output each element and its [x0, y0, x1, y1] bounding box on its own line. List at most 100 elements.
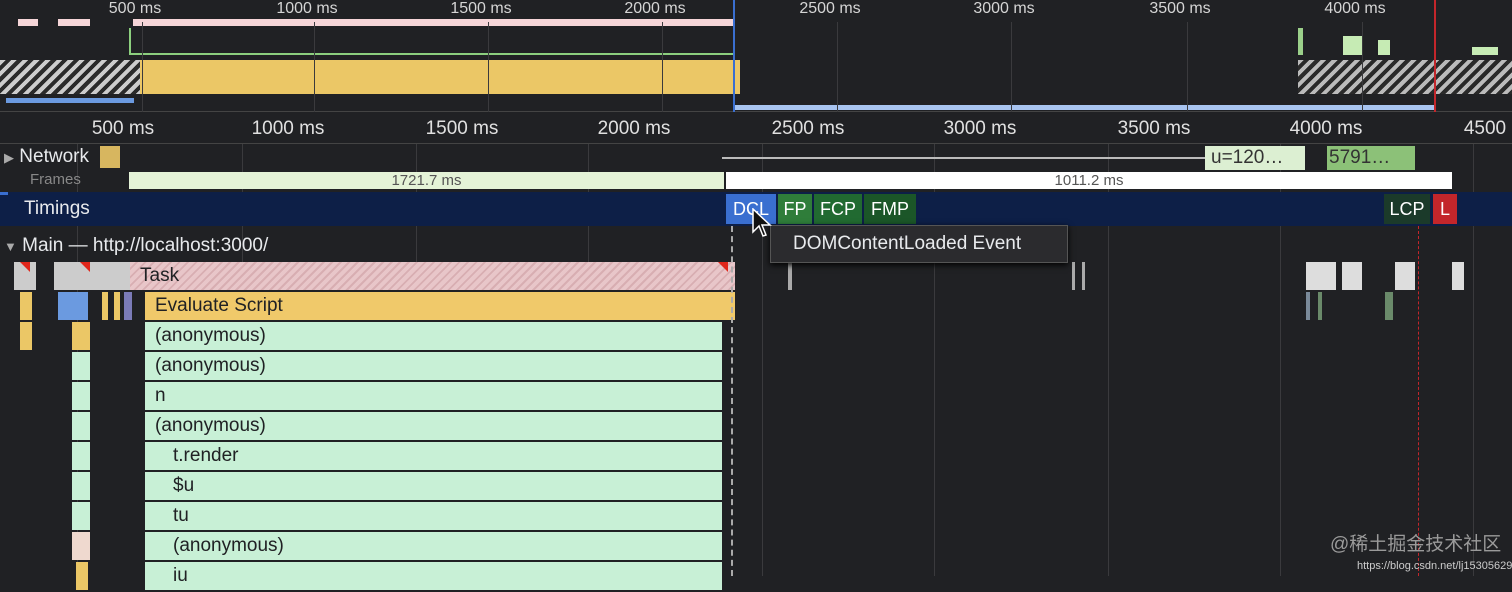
lcp-marker — [1434, 0, 1436, 112]
network-request[interactable]: 5791… — [1327, 146, 1415, 170]
mouse-cursor-icon — [752, 208, 772, 237]
function-bar[interactable]: t.render — [145, 442, 722, 472]
flame-slice[interactable] — [72, 532, 90, 560]
flame-slice[interactable] — [1452, 262, 1464, 290]
gridline — [934, 144, 935, 576]
overview-green-mark — [1298, 28, 1303, 55]
frames-label: Frames — [30, 171, 81, 188]
flame-slice[interactable] — [72, 412, 90, 440]
flame-slice[interactable] — [1342, 262, 1362, 290]
flame-slice[interactable] — [20, 292, 32, 320]
selection-marker[interactable] — [733, 0, 735, 112]
ruler-tick: 3500 ms — [1117, 118, 1191, 139]
function-bar[interactable]: (anonymous) — [145, 412, 722, 442]
overview-tick: 3000 ms — [973, 0, 1035, 17]
gridline — [662, 22, 663, 112]
gridline — [1011, 22, 1012, 112]
gridline — [314, 22, 315, 112]
gridline — [1362, 22, 1363, 112]
overview-tick: 4000 ms — [1324, 0, 1386, 17]
ruler-tick: 500 ms — [91, 118, 155, 139]
network-track-toggle[interactable]: ▶ Network — [4, 146, 89, 168]
frame[interactable]: 1011.2 ms — [726, 172, 1452, 189]
track-marker — [0, 192, 8, 195]
flame-slice[interactable] — [114, 292, 120, 320]
network-line — [722, 157, 1206, 159]
overview-tick: 1000 ms — [276, 0, 338, 17]
timings-label[interactable]: Timings — [24, 198, 90, 219]
flame-slice[interactable] — [1318, 292, 1322, 320]
ruler-tick: 1000 ms — [251, 118, 325, 139]
flame-slice[interactable] — [72, 322, 90, 350]
flame-slice[interactable] — [72, 472, 90, 500]
flame-slice[interactable] — [72, 382, 90, 410]
function-bar[interactable]: tu — [145, 502, 722, 532]
timing-dcl[interactable]: DCL — [726, 194, 776, 224]
timing-lcp[interactable]: LCP — [1384, 194, 1430, 224]
main-thread-toggle[interactable]: ▼ Main — http://localhost:3000/ — [4, 235, 268, 257]
time-ruler: 500 ms 1000 ms 1500 ms 2000 ms 2500 ms 3000 m… — [0, 112, 1512, 144]
cpu-chart-scripting — [140, 60, 740, 94]
dcl-line — [731, 226, 733, 576]
flame-slice[interactable] — [90, 262, 130, 290]
flame-slice[interactable] — [58, 292, 88, 320]
flame-slice[interactable] — [1385, 292, 1393, 320]
watermark-url: https://blog.csdn.net/lj1530562965 — [1357, 560, 1512, 572]
overview-pane[interactable]: 500 ms 1000 ms 1500 ms 2000 ms 2500 ms 3000 m… — [0, 0, 1512, 112]
timing-fcp[interactable]: FCP — [814, 194, 862, 224]
overview-green-mark — [1378, 40, 1390, 55]
collapse-arrow-icon: ▼ — [4, 239, 17, 254]
timing-l[interactable]: L — [1433, 194, 1457, 224]
function-bar[interactable]: n — [145, 382, 722, 412]
long-task-warning-icon — [80, 262, 90, 272]
function-bar[interactable]: $u — [145, 472, 722, 502]
flame-slice[interactable] — [20, 322, 32, 350]
overview-red-bar — [18, 19, 38, 26]
expand-arrow-icon: ▶ — [4, 150, 14, 165]
timing-fp[interactable]: FP — [778, 194, 812, 224]
gridline — [1108, 144, 1109, 576]
timing-fmp[interactable]: FMP — [864, 194, 916, 224]
flame-slice[interactable] — [72, 352, 90, 380]
task-bar[interactable]: Task — [130, 262, 735, 292]
overview-tick: 2000 ms — [624, 0, 686, 17]
flame-slice[interactable] — [124, 292, 132, 320]
function-bar[interactable]: (anonymous) — [145, 322, 722, 352]
ruler-tick: 2500 ms — [771, 118, 845, 139]
overview-red-bar — [58, 19, 90, 26]
watermark: @稀土掘金技术社区 — [1330, 534, 1502, 555]
long-task-warning-icon — [20, 262, 30, 272]
network-label: Network — [19, 146, 89, 167]
flame-slice[interactable] — [102, 292, 108, 320]
network-request[interactable] — [100, 146, 120, 168]
flame-slice[interactable] — [76, 562, 88, 590]
ruler-tick: 2000 ms — [597, 118, 671, 139]
flame-slice[interactable] — [72, 442, 90, 470]
overview-frame-bracket — [129, 28, 735, 55]
flame-slice[interactable] — [1395, 262, 1415, 290]
network-request[interactable]: u=120… — [1205, 146, 1305, 170]
gridline — [142, 22, 143, 112]
flame-slice[interactable] — [1082, 262, 1085, 290]
cpu-chart-scripting — [0, 60, 148, 94]
function-bar[interactable]: (anonymous) — [145, 352, 722, 382]
flame-slice[interactable] — [788, 262, 792, 290]
function-bar[interactable]: (anonymous) — [145, 532, 722, 562]
gridline — [762, 144, 763, 576]
flame-slice[interactable] — [1306, 292, 1310, 320]
flame-slice[interactable] — [1306, 262, 1336, 290]
frame[interactable]: 1721.7 ms — [129, 172, 724, 189]
gridline — [1187, 22, 1188, 112]
flame-slice[interactable] — [72, 502, 90, 530]
evaluate-script-bar[interactable]: Evaluate Script — [145, 292, 735, 322]
flame-slice[interactable] — [1072, 262, 1075, 290]
function-bar[interactable]: iu — [145, 562, 722, 592]
overview-tick: 1500 ms — [450, 0, 512, 17]
main-thread-label: Main — http://localhost:3000/ — [22, 235, 269, 256]
gridline — [837, 22, 838, 112]
overview-green-mark — [1343, 36, 1363, 55]
lcp-line — [1418, 226, 1419, 576]
ruler-tick: 1500 ms — [425, 118, 499, 139]
flame-slice[interactable] — [14, 262, 36, 290]
ruler-tick: 3000 ms — [943, 118, 1017, 139]
